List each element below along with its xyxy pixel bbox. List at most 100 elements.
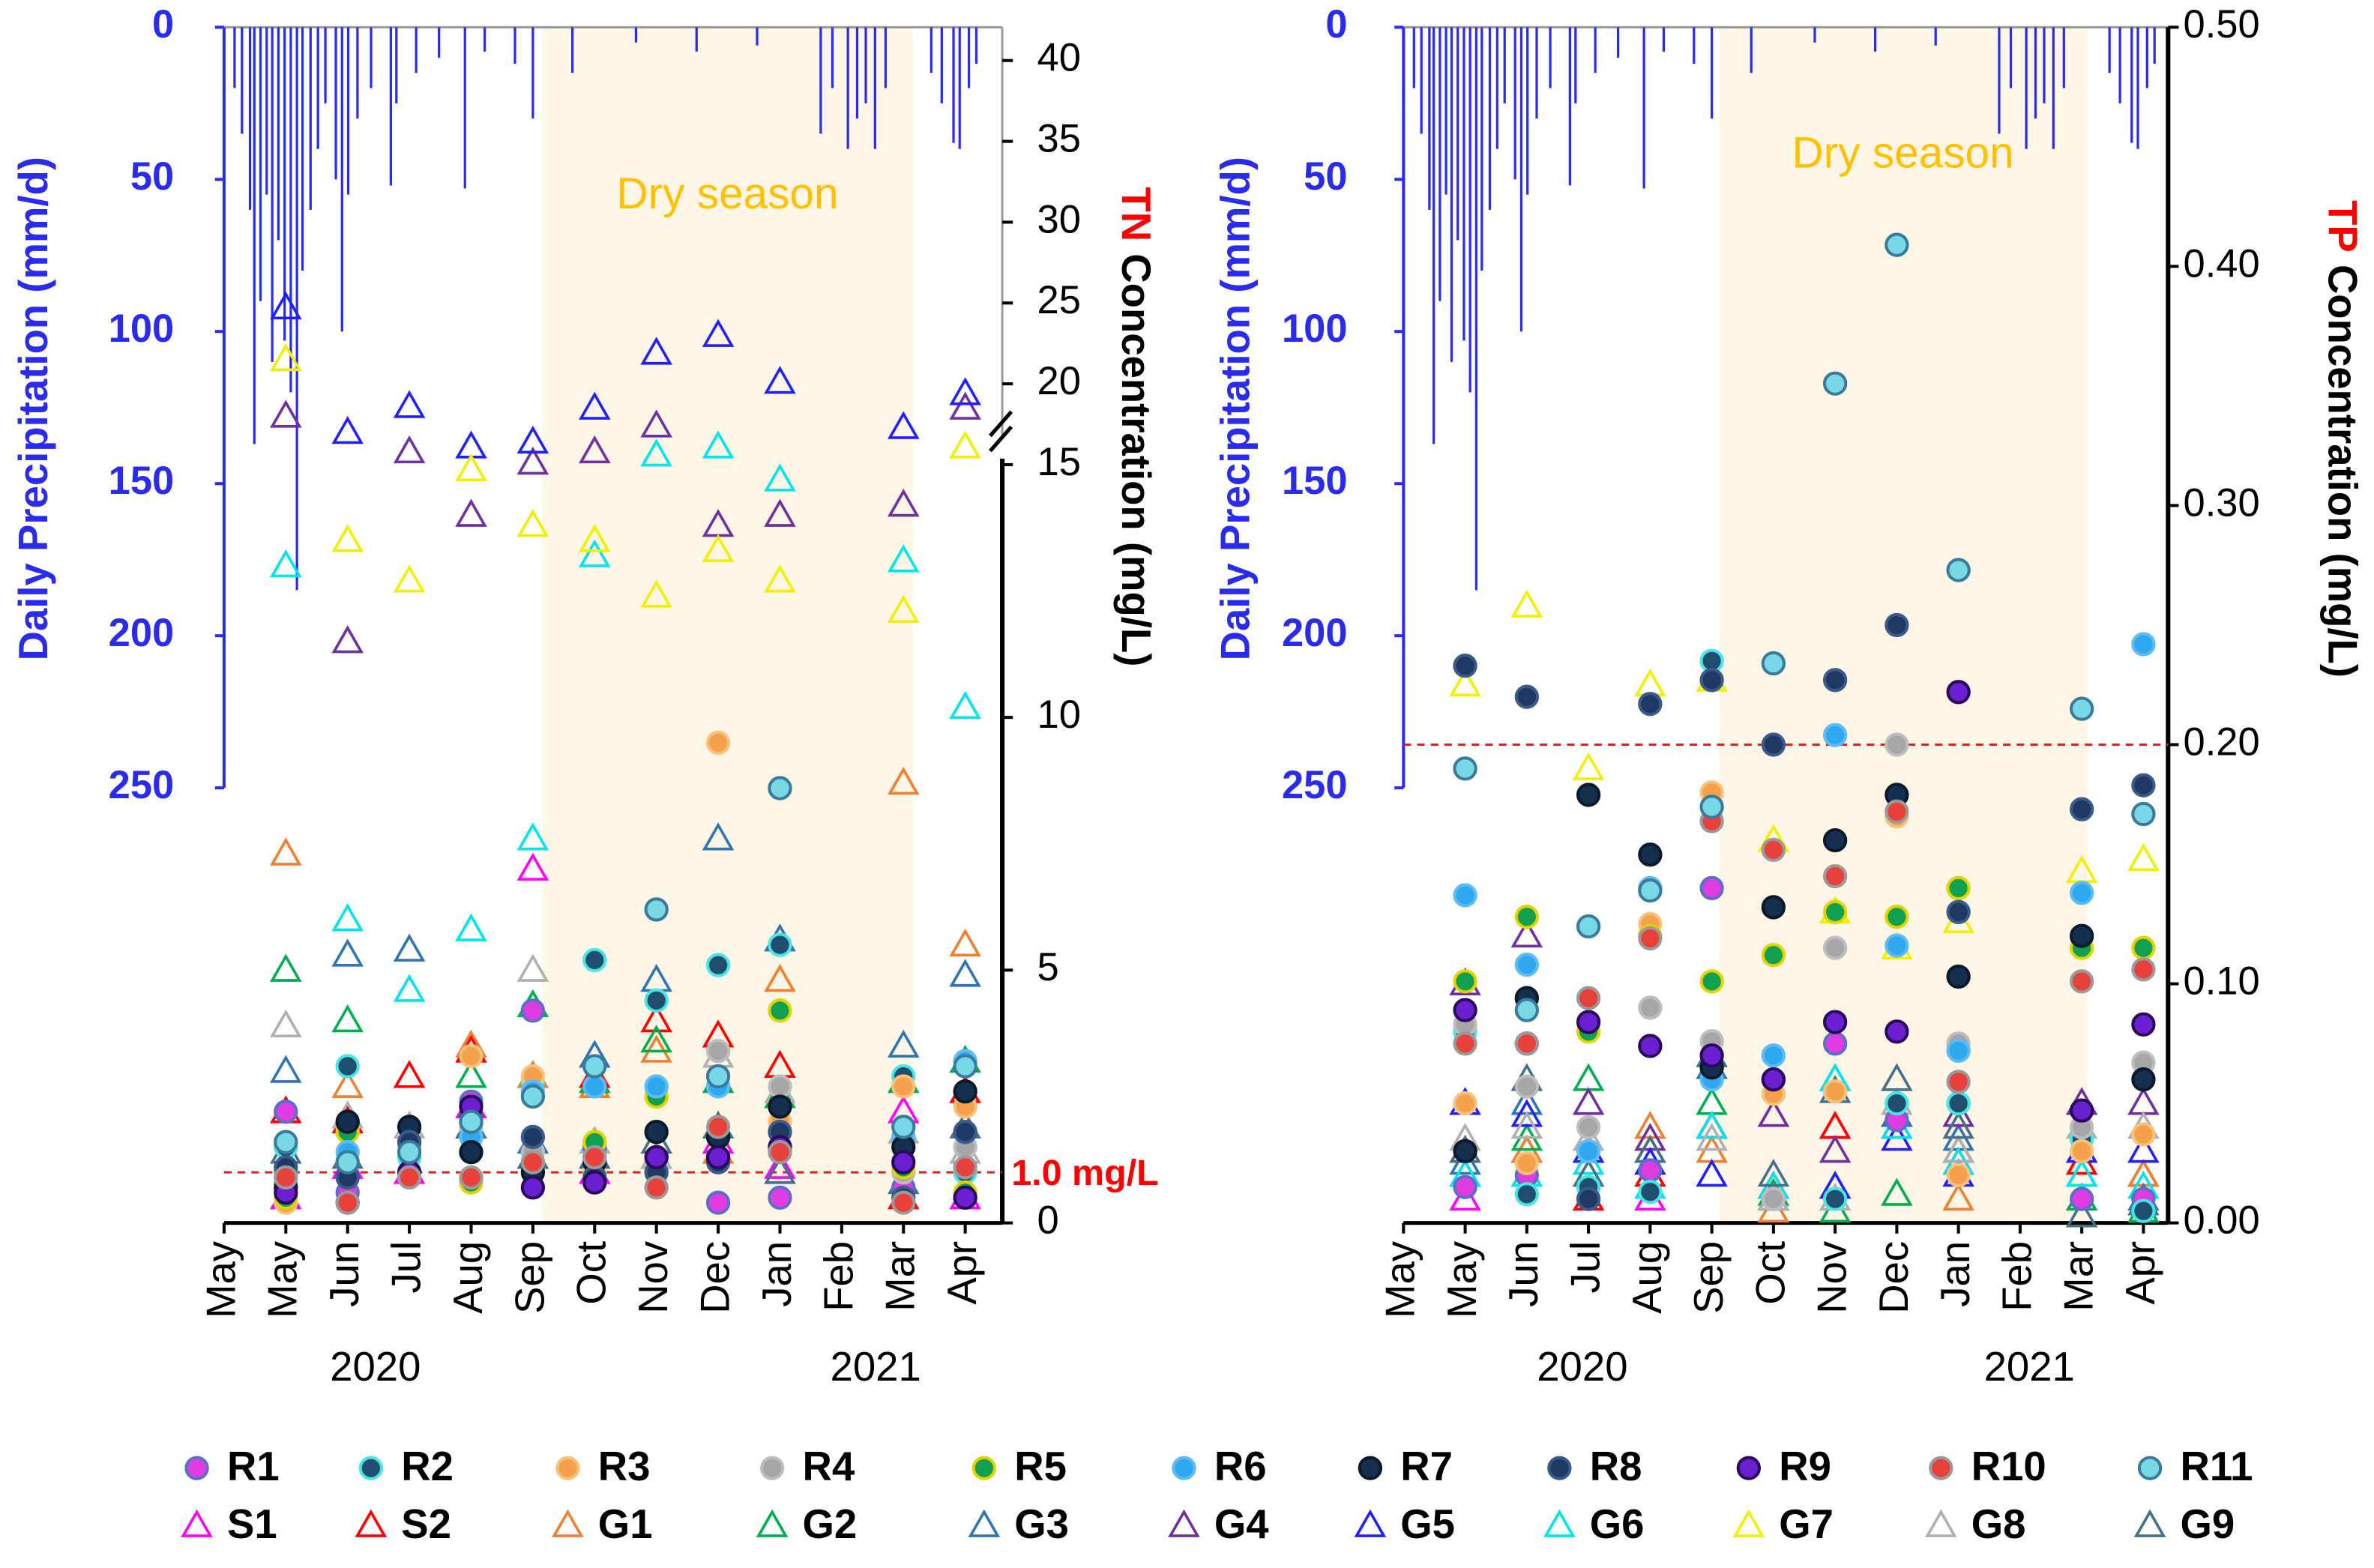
data-point bbox=[1696, 1123, 1728, 1151]
data-point bbox=[1638, 1179, 1663, 1204]
data-point bbox=[891, 1190, 916, 1215]
data-point bbox=[397, 1165, 422, 1190]
data-point bbox=[1449, 668, 1481, 697]
data-point bbox=[2069, 696, 2094, 721]
data-point bbox=[2131, 632, 2156, 657]
x-tick-label: Nov bbox=[630, 1240, 676, 1314]
data-point bbox=[764, 498, 796, 527]
data-point bbox=[1942, 1099, 1974, 1127]
x-tick-label: Nov bbox=[1810, 1240, 1855, 1314]
data-point bbox=[1514, 952, 1539, 977]
data-point bbox=[702, 534, 735, 563]
y-axis-title-rest: Concentration (mg/L) bbox=[1112, 253, 1158, 666]
data-point bbox=[335, 1150, 360, 1175]
data-point bbox=[640, 1024, 672, 1053]
precip-bar bbox=[1456, 27, 1459, 241]
data-point bbox=[764, 366, 796, 394]
data-point bbox=[768, 1074, 792, 1099]
data-point bbox=[1946, 875, 1971, 901]
data-point bbox=[1885, 799, 1909, 824]
year-label: 2021 bbox=[1984, 1344, 2075, 1390]
y-tick-label: 0.00 bbox=[2184, 1198, 2260, 1242]
precip-tick-label: 100 bbox=[109, 307, 175, 351]
data-point bbox=[1638, 878, 1663, 903]
y-tick-label: 20 bbox=[1037, 359, 1081, 403]
precip-bar bbox=[248, 27, 252, 210]
y-tick-label: 0.50 bbox=[2184, 2, 2260, 46]
precip-tick-label: 50 bbox=[1304, 154, 1347, 199]
data-point bbox=[1822, 371, 1848, 396]
data-point bbox=[397, 1140, 422, 1165]
legend-label: G7 bbox=[1779, 1501, 1834, 1547]
legend-marker bbox=[355, 1509, 388, 1537]
data-point bbox=[520, 1175, 546, 1200]
data-point bbox=[1453, 1139, 1477, 1164]
precip-bar bbox=[233, 27, 236, 88]
legend-label: G4 bbox=[1214, 1501, 1269, 1547]
data-point bbox=[516, 509, 549, 537]
legend-label: G1 bbox=[598, 1501, 653, 1547]
data-point bbox=[2127, 1087, 2160, 1115]
precip-bar bbox=[438, 27, 441, 58]
precip-tick-label: 0 bbox=[1325, 2, 1347, 46]
data-point bbox=[1576, 1139, 1601, 1164]
precip-bar bbox=[1450, 27, 1453, 362]
data-point bbox=[1761, 1186, 1786, 1211]
y-tick-label: 0.20 bbox=[2184, 720, 2260, 764]
precip-bar bbox=[1693, 27, 1696, 64]
precip-bar bbox=[1468, 27, 1471, 393]
data-point bbox=[705, 1190, 731, 1215]
data-point bbox=[582, 1170, 607, 1195]
precip-bar bbox=[1444, 27, 1447, 195]
data-point bbox=[1453, 969, 1477, 994]
y-tick-label: 0.10 bbox=[2184, 959, 2260, 1003]
data-point bbox=[516, 822, 549, 851]
data-point bbox=[1638, 995, 1663, 1020]
precip-bar bbox=[958, 27, 961, 149]
precip-bar bbox=[2043, 27, 2046, 103]
data-point bbox=[949, 377, 981, 405]
data-point bbox=[764, 1156, 796, 1184]
x-tick-label: Dec bbox=[692, 1241, 738, 1314]
data-point bbox=[1946, 1038, 1971, 1064]
data-point bbox=[2131, 801, 2156, 827]
precip-bar bbox=[1710, 27, 1714, 119]
data-point bbox=[1510, 1099, 1543, 1127]
data-point bbox=[1576, 1115, 1601, 1140]
legend-marker bbox=[555, 1456, 580, 1480]
data-point bbox=[1822, 1186, 1848, 1211]
data-point bbox=[331, 415, 364, 444]
data-point bbox=[2131, 935, 2156, 960]
precip-bar bbox=[2130, 27, 2133, 143]
y-tick-label: 15 bbox=[1037, 440, 1081, 484]
data-point bbox=[393, 1060, 426, 1088]
data-point bbox=[2065, 1199, 2098, 1228]
y-axis-title-var: TP bbox=[2319, 200, 2365, 253]
data-point bbox=[1638, 926, 1663, 951]
y-tick-label: 0.40 bbox=[2184, 241, 2260, 286]
precip-bar bbox=[1750, 27, 1753, 73]
data-point bbox=[640, 579, 672, 608]
precip-bar bbox=[1594, 27, 1597, 73]
data-point bbox=[459, 1109, 483, 1134]
data-point bbox=[582, 947, 607, 973]
data-point bbox=[1453, 1091, 1477, 1116]
precip-bar bbox=[301, 27, 304, 271]
data-point bbox=[1453, 654, 1477, 678]
data-point bbox=[1946, 899, 1971, 924]
data-point bbox=[887, 766, 920, 795]
data-point bbox=[1699, 969, 1724, 994]
legend-label: G2 bbox=[802, 1501, 857, 1547]
x-tick-label: Jul bbox=[1562, 1241, 1608, 1294]
legend-marker bbox=[2137, 1456, 2163, 1480]
precip-tick-label: 100 bbox=[1282, 307, 1348, 351]
data-point bbox=[891, 1074, 916, 1099]
data-point bbox=[1885, 612, 1909, 638]
data-point bbox=[887, 594, 920, 623]
data-point bbox=[1761, 943, 1786, 968]
precip-bar bbox=[2034, 27, 2037, 119]
legend-label: R11 bbox=[2180, 1444, 2253, 1489]
precip-bar bbox=[513, 27, 516, 64]
